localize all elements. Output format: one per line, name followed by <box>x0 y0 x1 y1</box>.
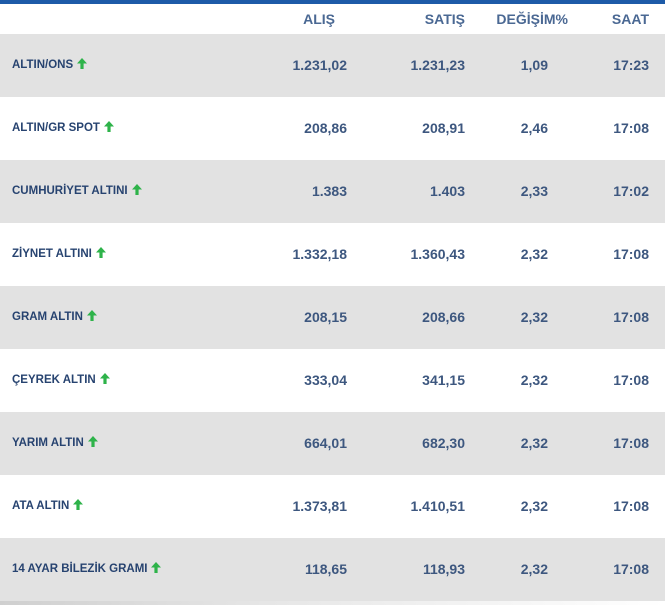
saat-value: 17:08 <box>613 372 649 388</box>
instrument-name-cell[interactable]: ALTIN/GR SPOT <box>12 119 114 137</box>
alis-value: 1.231,02 <box>292 57 348 73</box>
instrument-name[interactable]: CUMHURİYET ALTINI <box>12 185 128 197</box>
satis-value: 1.403 <box>429 183 465 199</box>
arrow-up-icon <box>87 436 98 447</box>
degisim-value: 2,32 <box>520 498 548 514</box>
table-row[interactable]: ALTIN/GR SPOT 208,86 208,91 2,46 17:08 <box>0 97 665 160</box>
arrow-up-icon <box>95 247 106 258</box>
satis-value: 118,93 <box>422 561 465 577</box>
instrument-name[interactable]: ÇEYREK ALTIN <box>12 374 96 386</box>
arrow-up-icon <box>103 121 114 132</box>
arrow-up-icon <box>73 499 84 510</box>
accent-top-bar <box>0 0 665 4</box>
saat-value: 17:08 <box>613 498 649 514</box>
saat-value: 17:08 <box>613 246 649 262</box>
instrument-name[interactable]: YARIM ALTIN <box>12 437 84 449</box>
arrow-up-icon <box>131 184 142 195</box>
saat-value: 17:08 <box>613 435 649 451</box>
table-row[interactable]: ÇEYREK ALTIN 333,04 341,15 2,32 17:08 <box>0 349 665 412</box>
degisim-value: 2,32 <box>520 309 548 325</box>
degisim-value: 2,32 <box>520 561 548 577</box>
arrow-up-icon <box>151 562 162 573</box>
arrow-up-icon <box>86 310 97 321</box>
arrow-up-icon <box>77 58 88 69</box>
arrow-up-icon <box>99 373 110 384</box>
degisim-value: 2,33 <box>520 183 548 199</box>
instrument-name-cell[interactable]: ATA ALTIN <box>12 497 84 515</box>
instrument-name-cell[interactable]: ALTIN/ONS <box>12 56 88 74</box>
table-body: ALTIN/ONS 1.231,02 1.231,23 1,09 17:23 A… <box>0 34 665 601</box>
alis-value: 1.332,18 <box>292 246 348 262</box>
satis-value: 1.360,43 <box>410 246 466 262</box>
satis-value: 682,30 <box>422 435 465 451</box>
alis-value: 1.373,81 <box>292 498 348 514</box>
degisim-value: 2,32 <box>520 435 548 451</box>
alis-value: 1.383 <box>311 183 347 199</box>
instrument-name[interactable]: GRAM ALTIN <box>12 311 83 323</box>
satis-value: 1.410,51 <box>410 498 466 514</box>
table-row[interactable]: ALTIN/ONS 1.231,02 1.231,23 1,09 17:23 <box>0 34 665 97</box>
instrument-name[interactable]: ATA ALTIN <box>12 500 70 512</box>
table-row[interactable]: ATA ALTIN 1.373,81 1.410,51 2,32 17:08 <box>0 475 665 538</box>
instrument-name-cell[interactable]: CUMHURİYET ALTINI <box>12 182 142 200</box>
instrument-name-cell[interactable]: ZİYNET ALTINI <box>12 245 106 263</box>
table-row[interactable]: GRAM ALTIN 208,15 208,66 2,32 17:08 <box>0 286 665 349</box>
saat-value: 17:08 <box>613 120 649 136</box>
satis-value: 208,66 <box>422 309 465 325</box>
table-row[interactable]: YARIM ALTIN 664,01 682,30 2,32 17:08 <box>0 412 665 475</box>
instrument-name-cell[interactable]: 14 AYAR BİLEZİK GRAMI <box>12 560 162 578</box>
saat-value: 17:02 <box>613 183 649 199</box>
satis-value: 208,91 <box>422 120 465 136</box>
alis-value: 664,01 <box>304 435 347 451</box>
degisim-value: 2,46 <box>520 120 548 136</box>
header-satis: SATIŞ <box>424 11 465 27</box>
instrument-name-cell[interactable]: YARIM ALTIN <box>12 434 98 452</box>
table-header: ALIŞ SATIŞ DEĞİŞİM% SAAT <box>0 4 665 34</box>
saat-value: 17:23 <box>613 57 649 73</box>
header-degisim: DEĞİŞİM% <box>496 11 568 27</box>
table-row[interactable]: ZİYNET ALTINI 1.332,18 1.360,43 2,32 17:… <box>0 223 665 286</box>
degisim-value: 2,32 <box>520 372 548 388</box>
instrument-name-cell[interactable]: ÇEYREK ALTIN <box>12 371 110 389</box>
satis-value: 1.231,23 <box>410 57 466 73</box>
instrument-name-cell[interactable]: GRAM ALTIN <box>12 308 97 326</box>
saat-value: 17:08 <box>613 309 649 325</box>
satis-value: 341,15 <box>422 372 465 388</box>
alis-value: 208,15 <box>304 309 347 325</box>
saat-value: 17:08 <box>613 561 649 577</box>
instrument-name[interactable]: 14 AYAR BİLEZİK GRAMI <box>12 563 148 575</box>
header-saat: SAAT <box>611 11 649 27</box>
instrument-name[interactable]: ALTIN/GR SPOT <box>12 122 100 134</box>
alis-value: 118,65 <box>304 561 347 577</box>
table-row[interactable]: 14 AYAR BİLEZİK GRAMI 118,65 118,93 2,32… <box>0 538 665 601</box>
alis-value: 208,86 <box>304 120 347 136</box>
alis-value: 333,04 <box>304 372 347 388</box>
degisim-value: 1,09 <box>520 57 548 73</box>
header-alis: ALIŞ <box>303 11 335 27</box>
degisim-value: 2,32 <box>520 246 548 262</box>
table-row[interactable]: CUMHURİYET ALTINI 1.383 1.403 2,33 17:02 <box>0 160 665 223</box>
instrument-name[interactable]: ZİYNET ALTINI <box>12 248 92 260</box>
instrument-name[interactable]: ALTIN/ONS <box>12 59 74 71</box>
bottom-scroll-shadow <box>0 601 665 605</box>
